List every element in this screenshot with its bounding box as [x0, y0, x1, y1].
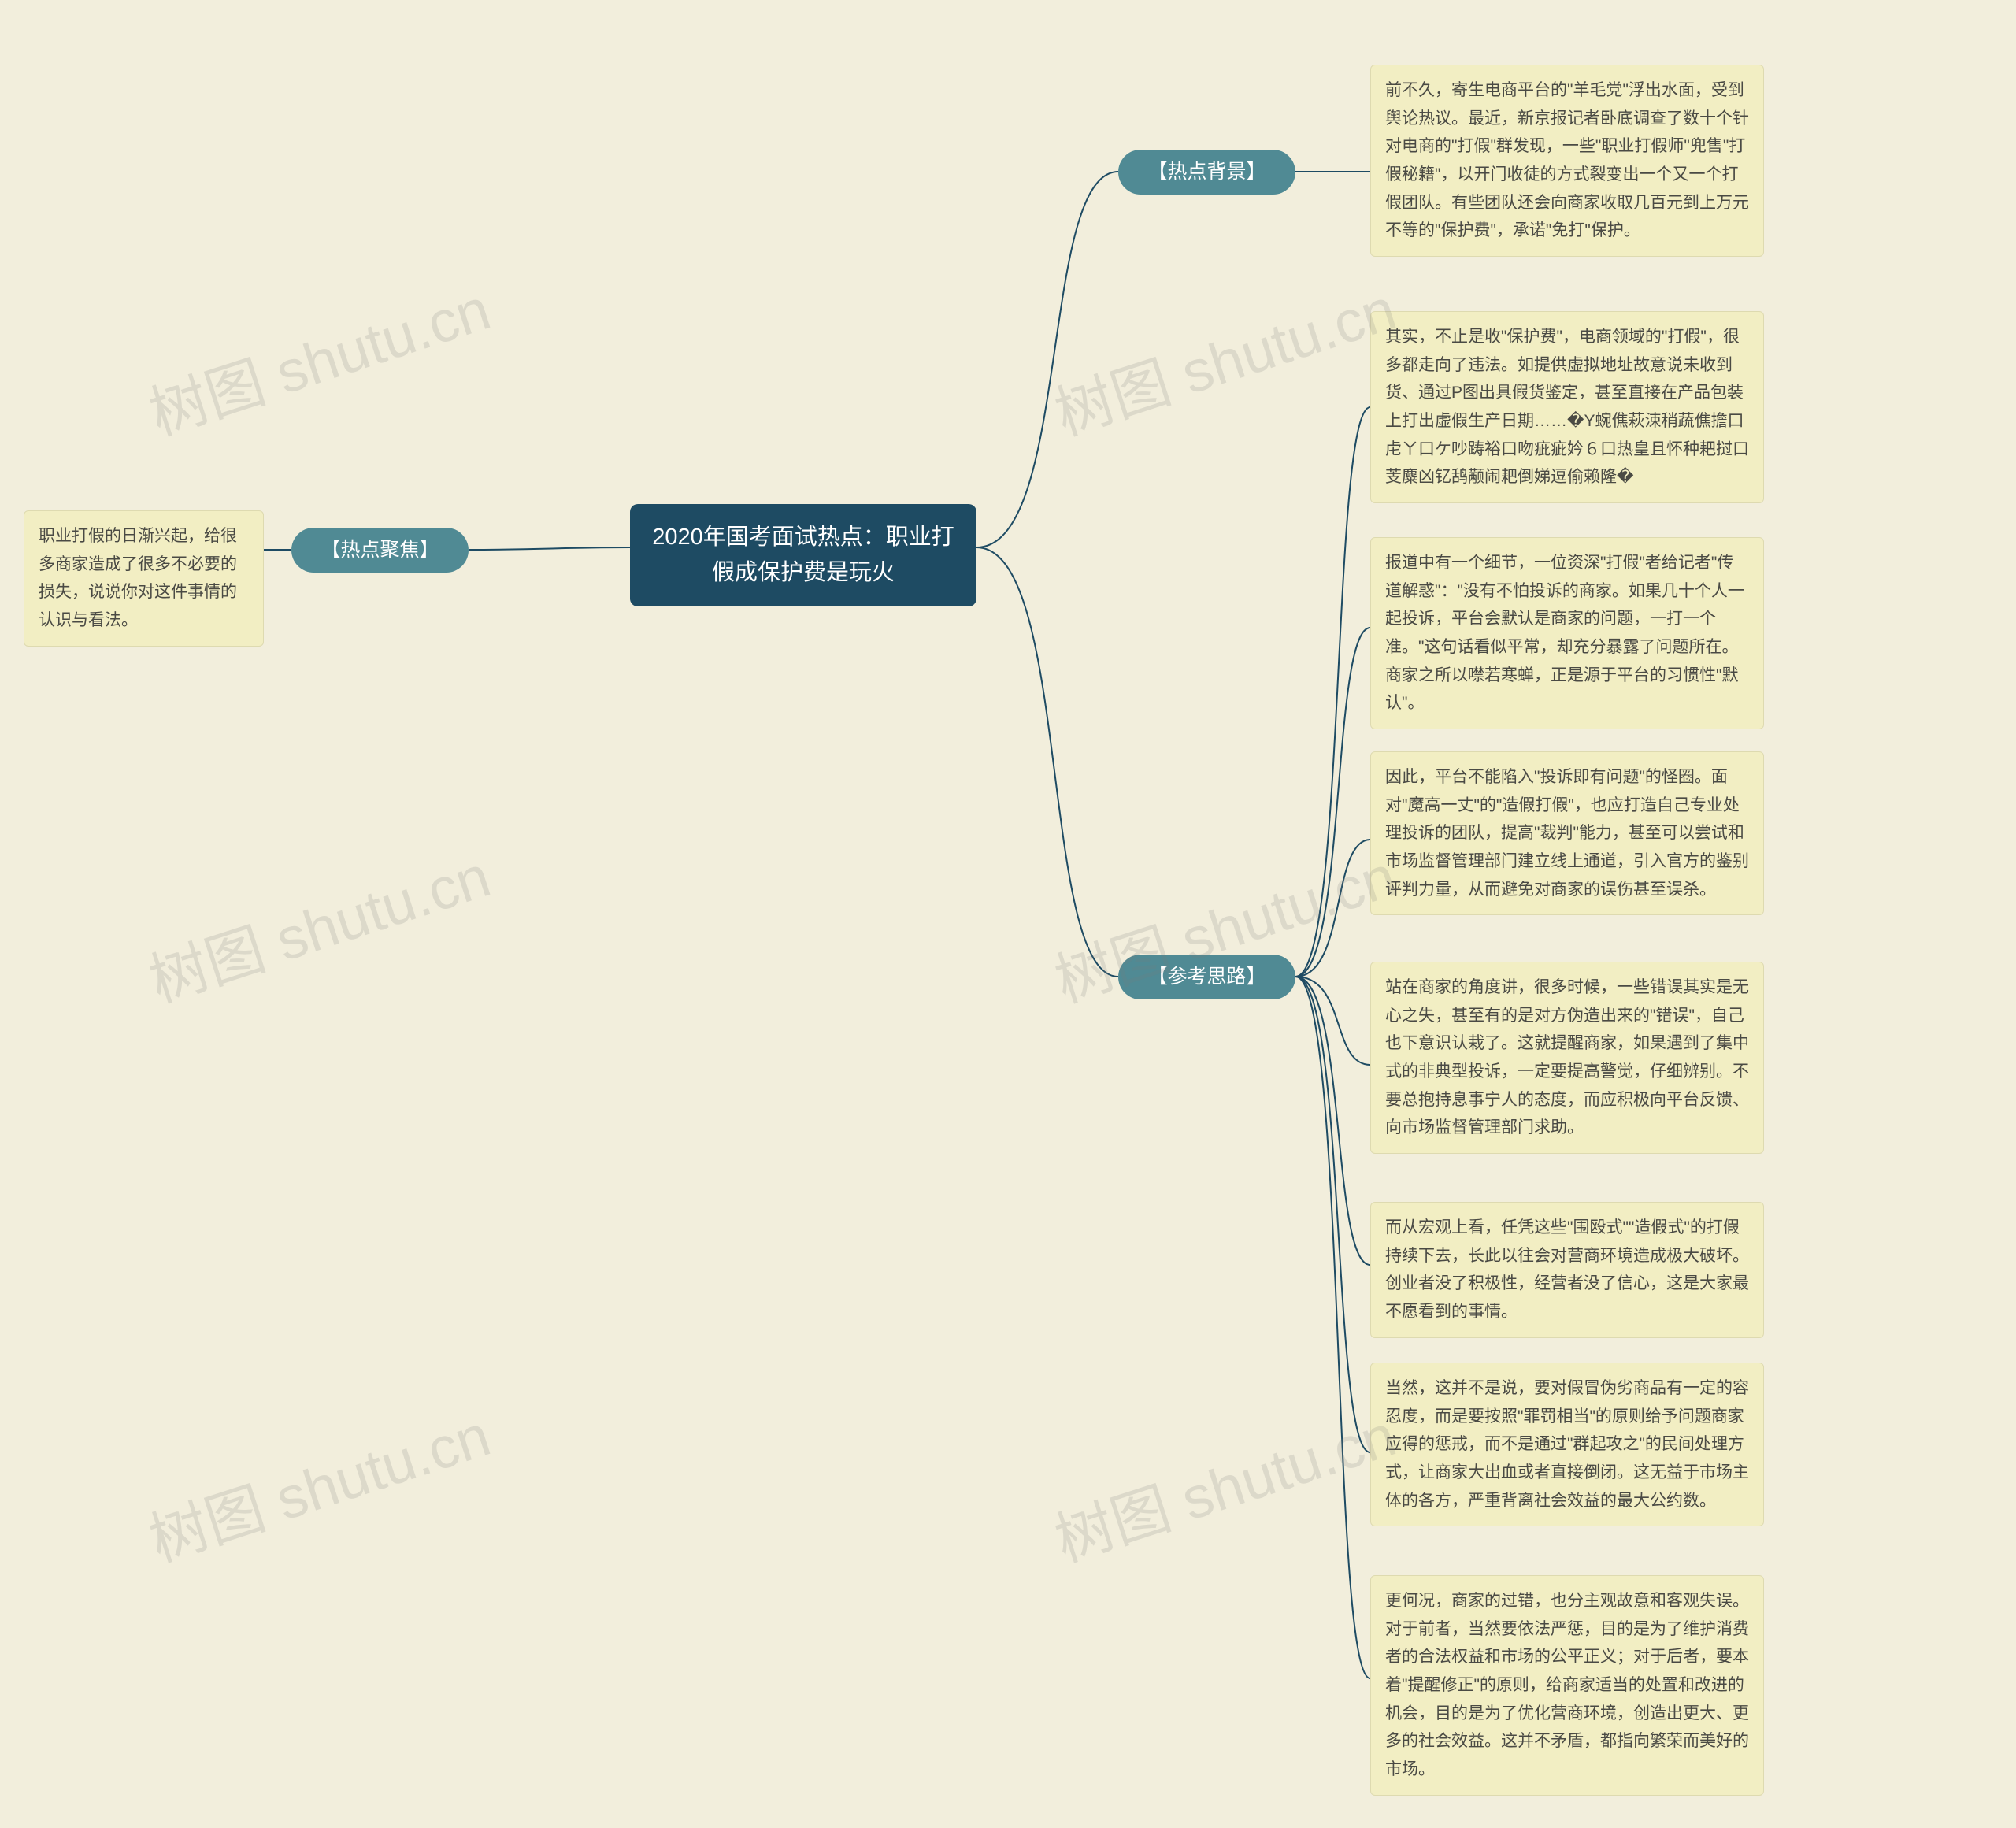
watermark: 树图 shutu.cn — [1043, 1389, 1404, 1578]
leaf-thinking-3: 站在商家的角度讲，很多时候，一些错误其实是无心之失，甚至有的是对方伪造出来的"错… — [1370, 962, 1764, 1154]
leaf-text: 其实，不止是收"保护费"，电商领域的"打假"，很多都走向了违法。如提供虚拟地址故… — [1385, 328, 1749, 486]
branch-label: 【参考思路】 — [1147, 966, 1266, 988]
branch-focus: 【热点聚焦】 — [291, 528, 469, 573]
leaf-text: 因此，平台不能陷入"投诉即有问题"的怪圈。面对"魔高一丈"的"造假打假"，也应打… — [1385, 768, 1749, 899]
leaf-thinking-1: 报道中有一个细节，一位资深"打假"者给记者"传道解惑"："没有不怕投诉的商家。如… — [1370, 537, 1764, 729]
leaf-thinking-2: 因此，平台不能陷入"投诉即有问题"的怪圈。面对"魔高一丈"的"造假打假"，也应打… — [1370, 751, 1764, 915]
leaf-focus-0: 职业打假的日渐兴起，给很多商家造成了很多不必要的损失，说说你对这件事情的认识与看… — [24, 510, 264, 647]
leaf-thinking-6: 更何况，商家的过错，也分主观故意和客观失误。对于前者，当然要依法严惩，目的是为了… — [1370, 1575, 1764, 1796]
watermark: 树图 shutu.cn — [137, 262, 498, 451]
branch-background: 【热点背景】 — [1118, 150, 1295, 195]
root-text: 2020年国考面试热点：职业打假成保护费是玩火 — [652, 525, 954, 585]
leaf-text: 站在商家的角度讲，很多时候，一些错误其实是无心之失，甚至有的是对方伪造出来的"错… — [1385, 978, 1749, 1136]
leaf-background-0: 前不久，寄生电商平台的"羊毛党"浮出水面，受到舆论热议。最近，新京报记者卧底调查… — [1370, 65, 1764, 257]
watermark: 树图 shutu.cn — [1043, 262, 1404, 451]
leaf-text: 前不久，寄生电商平台的"羊毛党"浮出水面，受到舆论热议。最近，新京报记者卧底调查… — [1385, 81, 1749, 239]
watermark: 树图 shutu.cn — [137, 1389, 498, 1578]
leaf-text: 报道中有一个细节，一位资深"打假"者给记者"传道解惑"："没有不怕投诉的商家。如… — [1385, 554, 1744, 712]
watermark: 树图 shutu.cn — [137, 829, 498, 1018]
branch-thinking: 【参考思路】 — [1118, 955, 1295, 999]
branch-label: 【热点聚焦】 — [321, 539, 439, 561]
leaf-text: 当然，这并不是说，要对假冒伪劣商品有一定的容忍度，而是要按照"罪罚相当"的原则给… — [1385, 1379, 1749, 1510]
leaf-text: 职业打假的日渐兴起，给很多商家造成了很多不必要的损失，说说你对这件事情的认识与看… — [39, 527, 237, 629]
root-node: 2020年国考面试热点：职业打假成保护费是玩火 — [630, 504, 976, 606]
leaf-text: 更何况，商家的过错，也分主观故意和客观失误。对于前者，当然要依法严惩，目的是为了… — [1385, 1592, 1749, 1778]
branch-label: 【热点背景】 — [1147, 161, 1266, 183]
leaf-text: 而从宏观上看，任凭这些"围殴式""造假式"的打假持续下去，长此以往会对营商环境造… — [1385, 1218, 1749, 1321]
leaf-thinking-4: 而从宏观上看，任凭这些"围殴式""造假式"的打假持续下去，长此以往会对营商环境造… — [1370, 1202, 1764, 1338]
leaf-thinking-5: 当然，这并不是说，要对假冒伪劣商品有一定的容忍度，而是要按照"罪罚相当"的原则给… — [1370, 1363, 1764, 1526]
leaf-thinking-0: 其实，不止是收"保护费"，电商领域的"打假"，很多都走向了违法。如提供虚拟地址故… — [1370, 311, 1764, 503]
